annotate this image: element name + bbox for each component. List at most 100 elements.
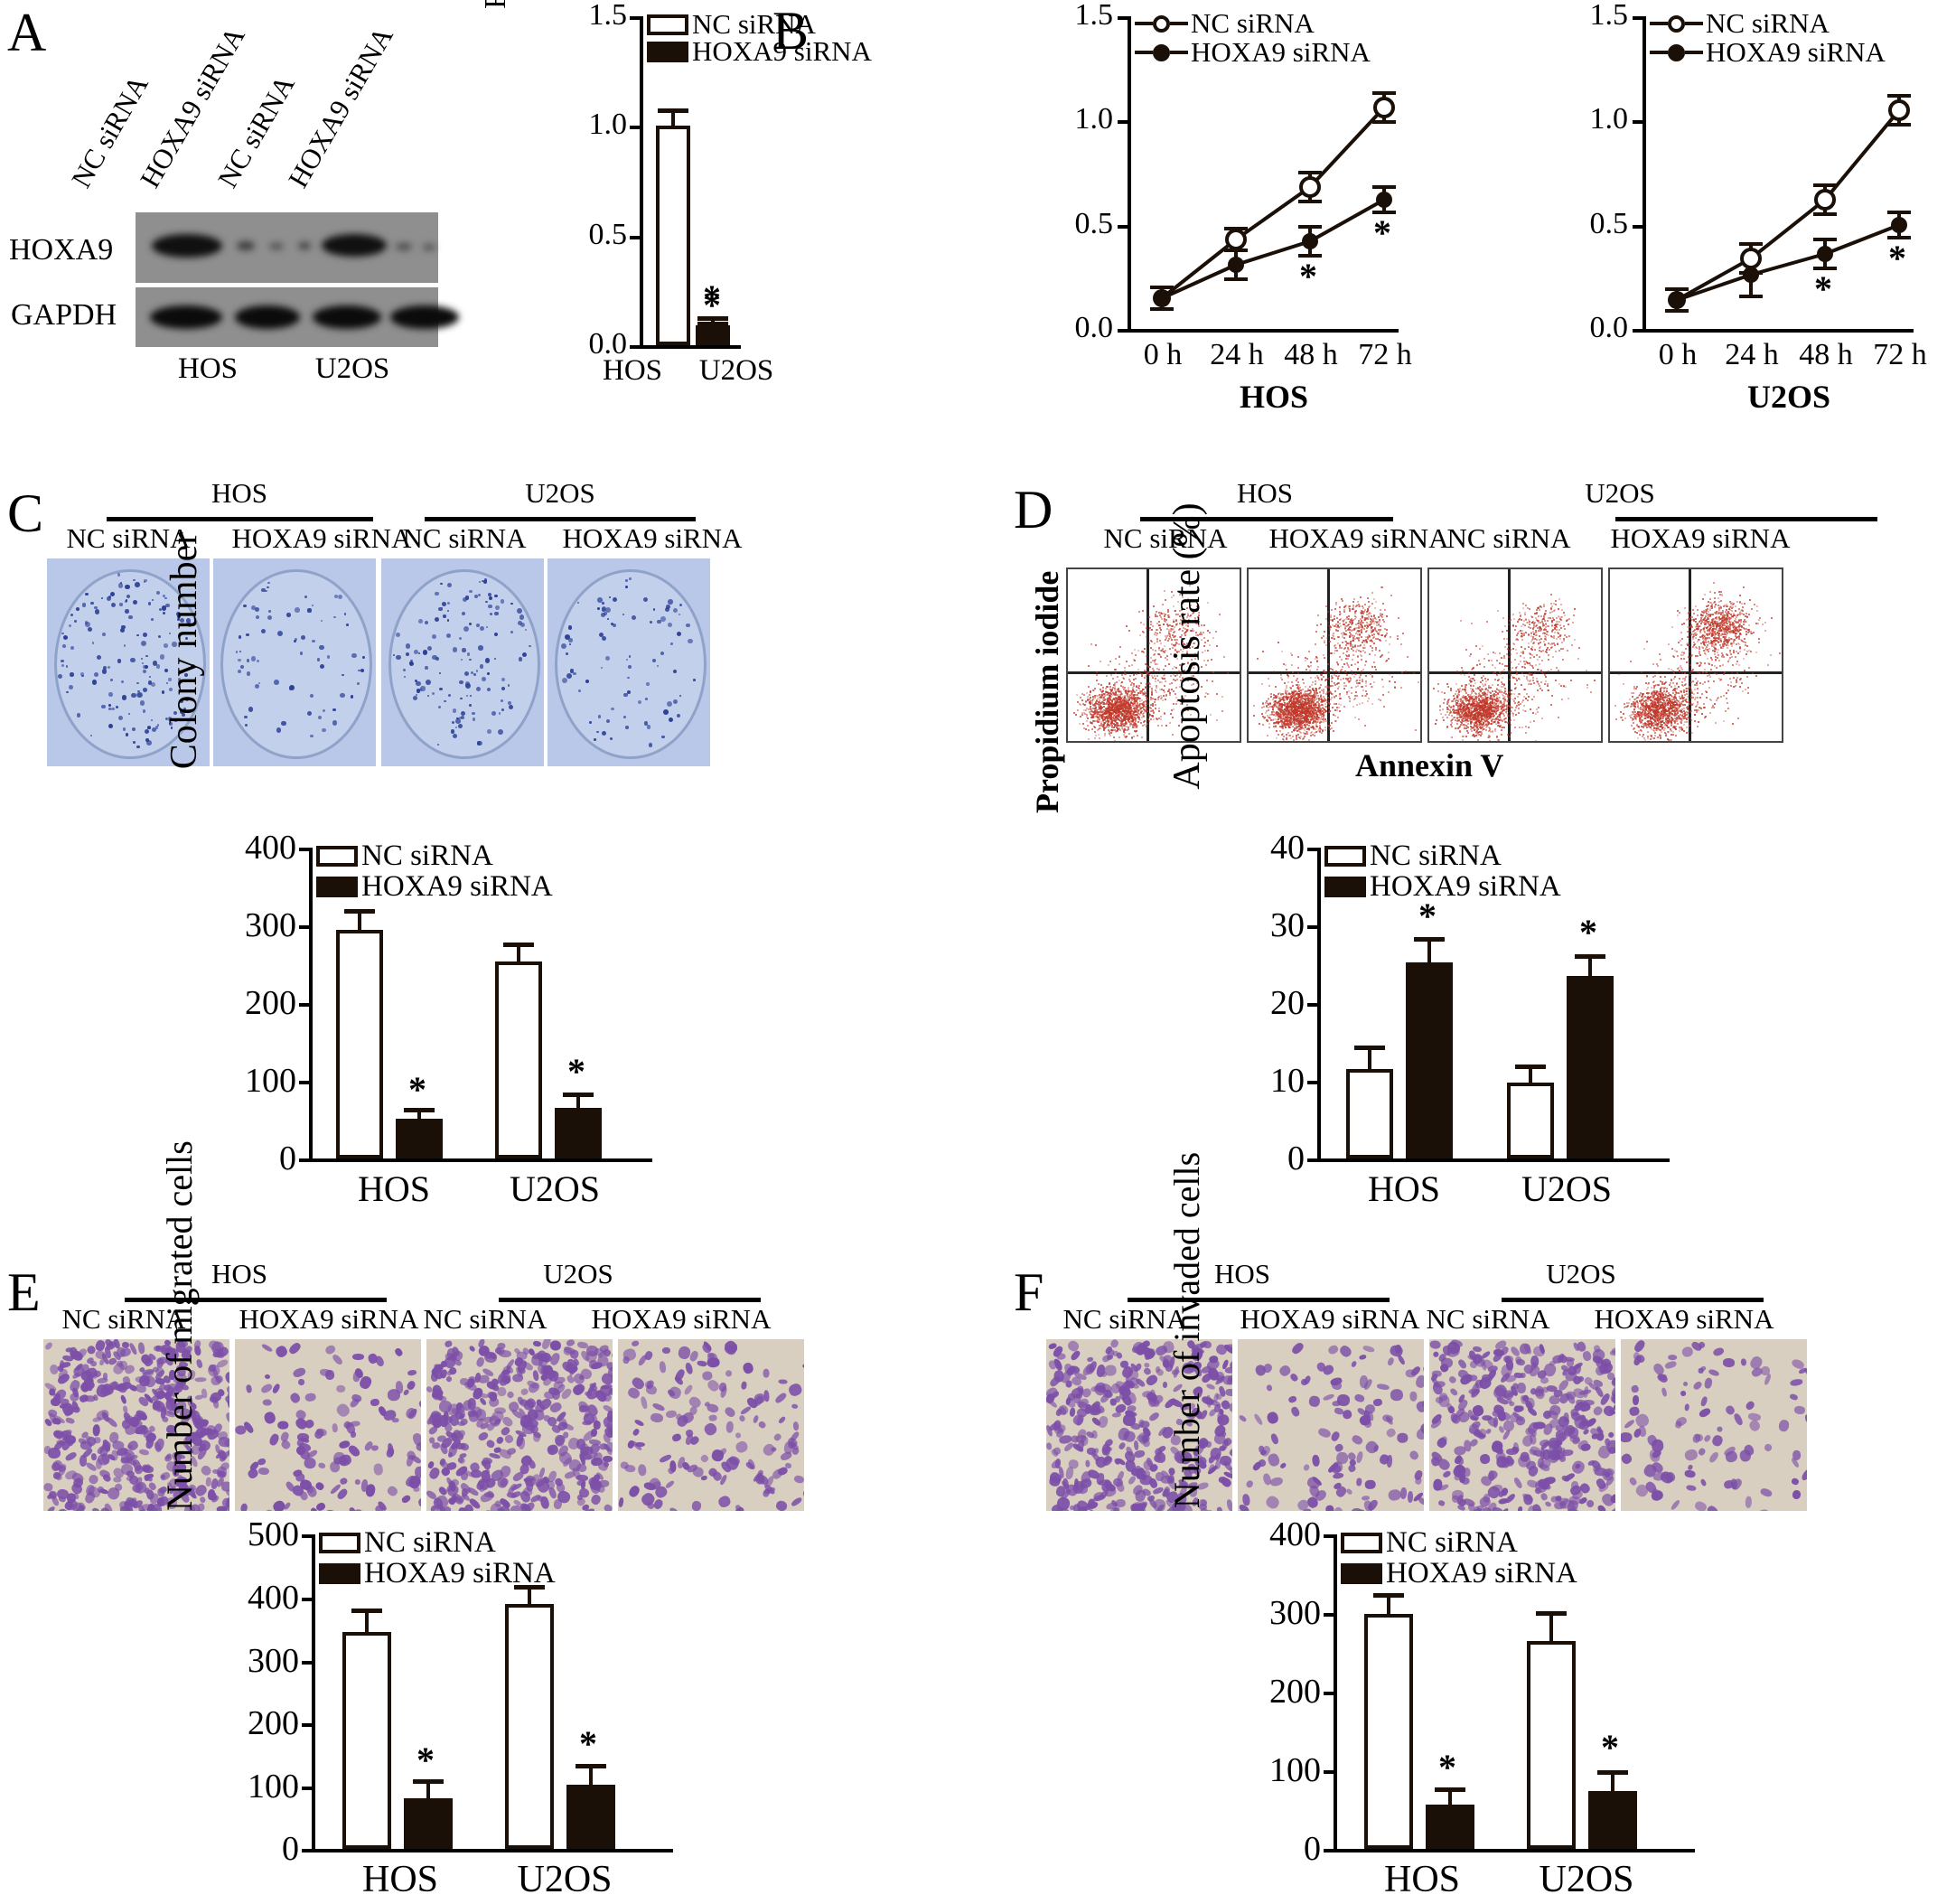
flow-event-dot	[1109, 719, 1112, 722]
flow-event-dot	[1226, 672, 1229, 675]
flow-event-dot	[1131, 689, 1134, 691]
flow-event-dot	[1361, 627, 1363, 630]
flow-event-dot	[1344, 633, 1347, 636]
flow-event-dot	[1081, 699, 1084, 701]
colony-dot	[646, 682, 650, 686]
flow-event-dot	[1087, 729, 1090, 732]
panelC-ytick-400: 400	[245, 829, 296, 867]
flow-event-dot	[1324, 711, 1327, 713]
flow-event-dot	[1104, 735, 1107, 737]
colony-dot	[686, 623, 690, 627]
flow-event-dot	[1136, 693, 1138, 696]
flow-event-dot	[1080, 696, 1081, 699]
flow-event-dot	[1380, 633, 1383, 636]
flow-event-dot	[1271, 712, 1274, 715]
flow-event-dot	[1330, 680, 1333, 682]
flow-event-dot	[1092, 698, 1095, 700]
flow-event-dot	[1131, 702, 1134, 705]
flow-event-dot	[1322, 675, 1324, 678]
colony-dot	[65, 664, 69, 668]
flow-event-dot	[1143, 690, 1146, 693]
colony-dot	[151, 718, 154, 722]
flow-event-dot	[1280, 705, 1283, 708]
flow-event-dot	[1358, 703, 1361, 706]
flow-event-dot	[1116, 706, 1118, 708]
flow-event-dot	[1343, 706, 1346, 708]
colony-dot	[60, 659, 64, 663]
flow-event-dot	[1517, 707, 1520, 709]
panelB-u2os-ytick-1.5: 1.5	[1589, 0, 1629, 32]
colony-dot	[485, 600, 488, 603]
colony-dot	[357, 681, 360, 685]
colony-dot	[628, 665, 632, 669]
flow-event-dot	[1341, 600, 1343, 603]
flow-event-dot	[1152, 654, 1155, 657]
flow-event-dot	[1137, 698, 1139, 700]
flow-event-dot	[1374, 665, 1377, 668]
colony-dot	[604, 606, 611, 613]
colony-dot	[438, 671, 441, 674]
flow-event-dot	[1103, 699, 1106, 701]
panelB-hos-star-72: *	[1373, 212, 1391, 253]
flow-event-dot	[1144, 647, 1146, 650]
colony-dot	[147, 726, 151, 730]
flow-event-dot	[1144, 705, 1146, 708]
panelB-hos-ytick-0.5: 0.5	[1074, 207, 1114, 240]
flow-event-dot	[1325, 617, 1328, 620]
flow-event-dot	[1151, 694, 1154, 697]
panelC-cond-3: NC siRNA	[402, 522, 527, 554]
flow-event-dot	[1371, 665, 1374, 668]
flow-event-dot	[1098, 724, 1100, 727]
flow-event-dot	[1275, 686, 1277, 689]
colony-dot	[416, 688, 421, 693]
colony-dot	[322, 728, 326, 733]
flow-event-dot	[1131, 724, 1134, 727]
flow-event-dot	[1125, 725, 1128, 727]
flow-event-dot	[1103, 727, 1106, 730]
flow-event-dot	[1143, 624, 1146, 626]
colony-dot	[61, 663, 64, 667]
colony-dot	[343, 613, 347, 616]
colony-dot	[162, 612, 165, 615]
colony-dot	[136, 691, 143, 698]
colony-dot	[181, 713, 185, 718]
flow-event-dot	[1102, 712, 1105, 715]
colony-dot	[342, 673, 344, 677]
colony-dot	[247, 671, 251, 676]
flow-event-dot	[1350, 663, 1352, 666]
panelD-cond-1: NC siRNA	[1103, 522, 1228, 554]
flow-event-dot	[1290, 710, 1293, 713]
flow-event-dot	[1356, 661, 1359, 663]
panelD-group-u2os: U2OS	[1585, 477, 1655, 509]
flow-event-dot	[1334, 681, 1336, 684]
panel-letter-c: C	[7, 483, 44, 543]
flow-event-dot	[1383, 635, 1386, 638]
flow-event-dot	[1152, 705, 1155, 708]
flow-event-dot	[1109, 710, 1111, 713]
petri-dish	[220, 569, 372, 759]
flow-event-dot	[1344, 618, 1347, 621]
colony-dot	[361, 655, 365, 659]
panelB-u2os-xlabel: U2OS	[1746, 379, 1831, 415]
flow-event-dot	[1160, 642, 1163, 644]
colony-dot	[76, 713, 81, 718]
flow-event-dot	[1123, 724, 1126, 727]
panelD-rule-hos	[1140, 517, 1393, 521]
flow-event-dot	[1313, 732, 1315, 735]
flow-event-dot	[1287, 681, 1290, 684]
flow-event-dot	[1309, 735, 1312, 737]
flow-event-dot	[1129, 719, 1132, 722]
flow-event-dot	[1339, 606, 1342, 609]
flow-event-dot	[1155, 680, 1156, 683]
colony-dot	[652, 658, 657, 662]
colony-dot	[317, 715, 322, 719]
colony-dot	[108, 707, 111, 710]
flow-event-dot	[1276, 730, 1278, 733]
flow-event-dot	[1355, 636, 1358, 639]
flow-event-dot	[1307, 738, 1310, 741]
colony-dot	[573, 671, 576, 676]
flow-event-dot	[1381, 614, 1384, 616]
colony-dot	[602, 602, 605, 605]
flow-event-dot	[1162, 612, 1165, 614]
colony-dot	[120, 680, 125, 684]
